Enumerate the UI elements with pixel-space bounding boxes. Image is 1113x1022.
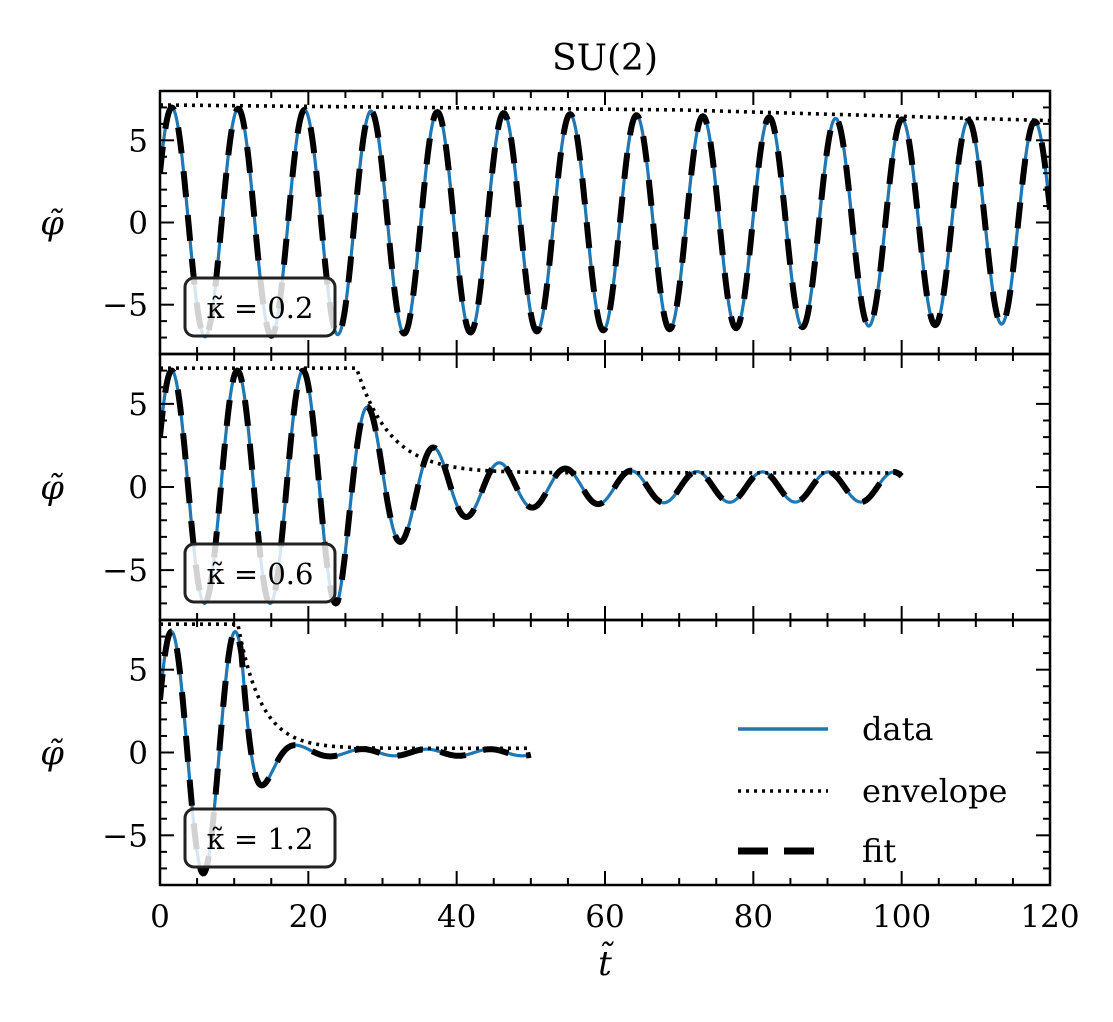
x-tick-label: 60	[585, 899, 624, 935]
panel-kappa-0.6: −5 0 5 φ̃ κ̃ = 0.6	[40, 354, 1050, 620]
chart-title: SU(2)	[552, 38, 658, 79]
x-axis-label: t̃	[598, 941, 615, 984]
legend-label-envelope: envelope	[862, 772, 1007, 810]
kappa-label: κ̃ = 0.6	[207, 557, 314, 591]
x-tick-labels: 0 20 40 60 80 100 120	[150, 899, 1079, 935]
legend-label-data: data	[862, 710, 934, 748]
panel-kappa-1.2: −5 0 5 φ̃ κ̃ = 1.2	[40, 620, 1050, 885]
envelope-line-kappa-0.2	[160, 105, 1050, 121]
x-tick-label: 120	[1020, 899, 1079, 935]
y-tick-label: −5	[102, 818, 148, 854]
x-tick-label: 80	[734, 899, 773, 935]
legend: data envelope fit	[738, 710, 1007, 870]
kappa-label: κ̃ = 0.2	[207, 291, 314, 325]
panel-kappa-0.2: −5 0 5 φ̃ κ̃ = 0.2	[40, 91, 1050, 354]
y-tick-label: 0	[128, 206, 148, 242]
y-tick-label: −5	[102, 288, 148, 324]
y-axis-label: φ̃	[40, 468, 64, 508]
legend-label-fit: fit	[862, 832, 896, 870]
y-tick-label: 0	[128, 736, 148, 772]
x-tick-label: 100	[872, 899, 931, 935]
y-tick-label: 0	[128, 470, 148, 506]
y-axis-label: φ̃	[40, 734, 64, 774]
y-tick-label: 5	[128, 123, 148, 159]
y-tick-label: 5	[128, 387, 148, 423]
x-tick-label: 40	[437, 899, 476, 935]
envelope-line-kappa-1.2	[160, 624, 531, 748]
panels: −5 0 5 φ̃ κ̃ = 0.2 −5 0 5 φ̃ κ̃ = 0.6 −5 0 5 φ̃ κ̃ = 1…	[40, 91, 1050, 885]
x-tick-label: 0	[150, 899, 170, 935]
y-tick-label: −5	[102, 553, 148, 589]
y-axis-label: φ̃	[40, 204, 64, 244]
x-tick-label: 20	[289, 899, 328, 935]
envelope-line-kappa-0.6	[160, 368, 902, 473]
figure: SU(2) −5 0 5 φ̃ κ̃ = 0.2 −5 0 5 φ̃ κ̃ = 0.6 −5 0 5 φ̃…	[0, 0, 1113, 1022]
y-tick-label: 5	[128, 653, 148, 689]
kappa-label: κ̃ = 1.2	[207, 822, 314, 856]
